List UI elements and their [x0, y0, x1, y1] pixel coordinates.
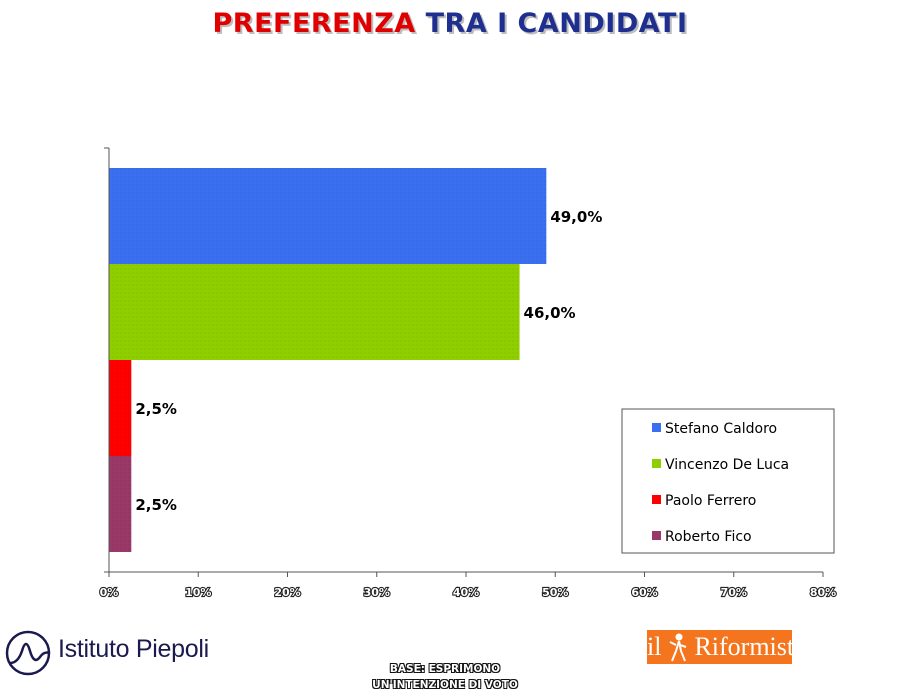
bar-chart: 0% 10% 20% 30% 40% 50% 60% 70% 80% 49,0% 46,0% 2,5… [99, 147, 837, 600]
legend-label-2: Paolo Ferrero [665, 493, 756, 509]
title-part-2: TRA I CANDIDATI [425, 8, 688, 39]
base-note-line-2: UN'INTENZIONE DI VOTO [372, 679, 518, 691]
x-tick-label-3: 30% [364, 586, 390, 599]
x-tick-label-7: 70% [721, 586, 747, 599]
chart-title: PREFERENZA TRA I CANDIDATI [0, 8, 900, 39]
piepoli-mark-icon [5, 630, 51, 676]
piepoli-logo-text: Istituto Piepoli [58, 635, 209, 663]
legend-label-3: Roberto Fico [665, 529, 752, 545]
x-tick-label-6: 60% [631, 586, 657, 599]
title-part-1: PREFERENZA [212, 8, 416, 39]
legend-label-0: Stefano Caldoro [665, 421, 777, 437]
riformista-logo-prefix: il [647, 632, 662, 661]
riformista-logo-name: Riformista [694, 632, 792, 661]
riformista-figure-icon [669, 633, 687, 662]
x-tick-label-2: 20% [274, 586, 300, 599]
bar-texture-2 [109, 360, 132, 456]
data-label-0: 49,0% [550, 208, 602, 226]
bar-texture-3 [109, 456, 132, 552]
x-tick-label-8: 80% [810, 586, 836, 599]
il-riformista-logo: il Riformista [647, 630, 792, 664]
legend-swatch-1 [652, 459, 661, 468]
data-label-1: 46,0% [524, 304, 576, 322]
istituto-piepoli-logo: Istituto Piepoli [4, 623, 219, 687]
legend-swatch-3 [652, 531, 661, 540]
x-tick-label-4: 40% [453, 586, 479, 599]
bar-texture-1 [109, 264, 520, 360]
base-note-line-1: BASE: ESPRIMONO [389, 663, 501, 675]
legend-box [621, 408, 835, 554]
x-tick-label-0: 0% [100, 586, 119, 599]
base-note: BASE: ESPRIMONO UN'INTENZIONE DI VOTO [340, 661, 550, 693]
data-label-2: 2,5% [135, 400, 177, 418]
legend-swatch-2 [652, 495, 661, 504]
data-label-3: 2,5% [135, 496, 177, 514]
x-tick-label-1: 10% [185, 586, 211, 599]
bar-texture-0 [109, 168, 547, 264]
legend-label-1: Vincenzo De Luca [665, 457, 789, 473]
x-tick-label-5: 50% [542, 586, 568, 599]
legend-swatch-0 [652, 423, 661, 432]
